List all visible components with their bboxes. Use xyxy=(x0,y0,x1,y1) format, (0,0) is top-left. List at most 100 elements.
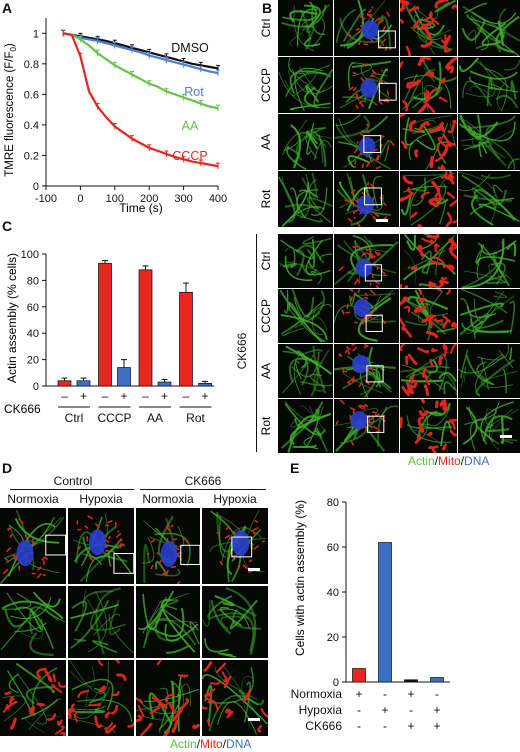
condition-sign: + xyxy=(407,719,414,733)
x-tick-label: 200 xyxy=(140,193,158,205)
series-label-cccp: CCCP xyxy=(172,149,207,163)
micrograph-tile xyxy=(278,399,333,453)
panel-b-row-labels: Ctrl CCCP AA Rot Ctrl CCCP AA Rot xyxy=(259,19,273,436)
micrograph xyxy=(458,234,520,288)
micrograph-tile xyxy=(400,57,457,113)
x-tick-label: -100 xyxy=(35,193,57,205)
legend-mito: Mito xyxy=(200,737,223,751)
micrograph-tile xyxy=(278,114,333,170)
bar xyxy=(378,542,392,683)
y-tick-label: 0.8 xyxy=(24,59,39,71)
tmre-line-chart: TMRE fluorescence (F/F0) Time (s) -100 0 1… xyxy=(4,18,227,215)
micrograph-tile xyxy=(458,399,520,453)
ck666-sign: + xyxy=(120,389,127,403)
series-line-rot xyxy=(63,32,219,75)
row-label-b: CCCP xyxy=(259,299,273,333)
micrograph-tile xyxy=(458,0,520,56)
micrograph xyxy=(400,399,457,453)
micrograph xyxy=(334,399,399,453)
y-tick-label: 40 xyxy=(27,328,39,340)
micrograph xyxy=(202,508,268,584)
row-label-b: Ctrl xyxy=(259,19,273,38)
micrograph xyxy=(400,171,457,227)
bar xyxy=(198,383,212,387)
y-tick-label: 20 xyxy=(327,632,339,644)
bar xyxy=(138,269,153,387)
x-tick-label: 0 xyxy=(77,193,83,205)
condition-sign: - xyxy=(383,719,387,733)
y-tick-label: 0 xyxy=(333,677,339,689)
micrograph-tile xyxy=(334,114,399,170)
condition-sign: + xyxy=(381,703,388,717)
series-line-cccp xyxy=(63,32,219,168)
micrograph xyxy=(458,0,520,56)
micrograph-tile xyxy=(334,234,399,288)
y-tick-label: 0 xyxy=(33,381,39,393)
micrograph xyxy=(68,508,134,584)
micrograph xyxy=(278,114,333,170)
row-label-b: AA xyxy=(259,363,273,379)
micrograph-tile xyxy=(278,57,333,113)
bar xyxy=(179,291,193,387)
legend-dna: DNA xyxy=(226,737,252,751)
microscopy-grid-b xyxy=(278,0,520,453)
micrograph xyxy=(278,57,333,113)
x-tick-label: 400 xyxy=(209,193,227,205)
micrograph xyxy=(458,344,520,398)
micrograph-tile xyxy=(68,586,134,658)
row-label-b: Rot xyxy=(259,416,273,435)
chart-c-ylabel: Actin assembly (% cells) xyxy=(5,253,19,383)
micrograph xyxy=(334,344,399,398)
condition-sign: + xyxy=(407,687,414,701)
micrograph xyxy=(202,586,268,658)
legend-sep: / xyxy=(434,454,439,468)
micrograph-tile xyxy=(400,171,457,227)
condition-sign: - xyxy=(435,687,439,701)
scale-bar xyxy=(248,568,260,571)
legend-sep: / xyxy=(460,454,465,468)
micrograph-tile xyxy=(202,660,268,736)
microscopy-grid-d xyxy=(0,508,268,736)
y-tick-label: 60 xyxy=(27,302,39,314)
column-label-d: Normoxia xyxy=(142,492,194,506)
chart-a-ylabel: TMRE fluorescence (F/F0) xyxy=(4,43,18,177)
micrograph xyxy=(334,234,399,288)
micrograph xyxy=(334,289,399,343)
panel-d-legend: Actin/Mito/DNA xyxy=(170,737,251,751)
micrograph xyxy=(136,660,200,736)
micrograph xyxy=(278,234,333,288)
condition-sign: + xyxy=(433,719,440,733)
micrograph xyxy=(278,0,333,56)
ck666-sign: – xyxy=(102,389,109,403)
chart-e-ylabel: Cells with actin assembly (%) xyxy=(293,500,307,656)
row-label-b: CCCP xyxy=(259,68,273,102)
scale-bar xyxy=(376,219,388,222)
panel-label-c: C xyxy=(2,218,13,234)
micrograph xyxy=(68,660,134,736)
micrograph-tile xyxy=(458,344,520,398)
series-label-aa: AA xyxy=(182,119,199,133)
micrograph xyxy=(334,0,399,56)
bar xyxy=(430,677,444,683)
x-tick-label: 100 xyxy=(106,193,124,205)
hypoxia-bar-chart: Cells with actin assembly (%) 0 20 40 60 80 N… xyxy=(291,497,450,733)
micrograph-tile xyxy=(278,0,333,56)
micrograph xyxy=(334,57,399,113)
y-tick-label: 100 xyxy=(21,249,39,261)
legend-dna: DNA xyxy=(464,454,490,468)
micrograph-tile xyxy=(136,508,200,584)
category-label: Rot xyxy=(186,411,205,425)
micrograph xyxy=(202,660,268,736)
panel-d-ck666-line xyxy=(140,489,266,490)
category-label: Ctrl xyxy=(65,411,84,425)
condition-sign: - xyxy=(383,687,387,701)
series-line-dmso xyxy=(63,32,219,70)
micrograph-tile xyxy=(202,586,268,658)
micrograph xyxy=(136,508,200,584)
panel-d-group-ck666: CK666 xyxy=(184,474,222,488)
micrograph-tile xyxy=(278,234,333,288)
micrograph-tile xyxy=(334,0,399,56)
bar xyxy=(76,380,91,387)
y-tick-label: 0.4 xyxy=(24,120,39,132)
y-tick-label: 1 xyxy=(33,28,39,40)
